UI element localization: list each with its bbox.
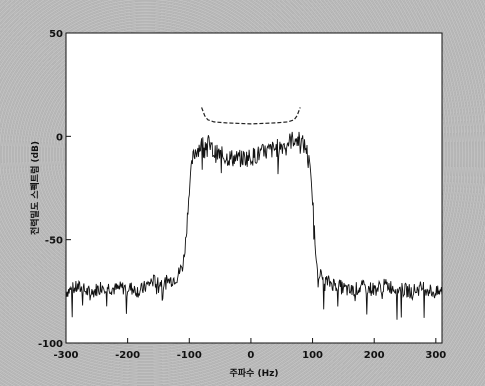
spectrum-series-line — [65, 131, 443, 320]
x-tick-label: -200 — [115, 350, 140, 361]
x-axis-label: 주파수 (Hz) — [230, 367, 279, 379]
x-tick-label: 100 — [302, 350, 323, 361]
y-tick-label: 0 — [56, 132, 63, 143]
envelope-series-line — [201, 107, 301, 125]
plot-area — [65, 32, 443, 344]
x-tick-label: 200 — [364, 350, 385, 361]
y-tick-label: -100 — [38, 339, 63, 350]
y-tick-label: 50 — [49, 29, 63, 40]
y-tick-label: -50 — [45, 236, 63, 247]
x-tick-label: 0 — [247, 350, 254, 361]
x-tick-label: 300 — [425, 350, 446, 361]
x-tick-label: -100 — [177, 350, 202, 361]
x-tick-label: -300 — [53, 350, 78, 361]
y-axis-label: 전력밀도 스펙트럼 (dB) — [29, 141, 41, 235]
